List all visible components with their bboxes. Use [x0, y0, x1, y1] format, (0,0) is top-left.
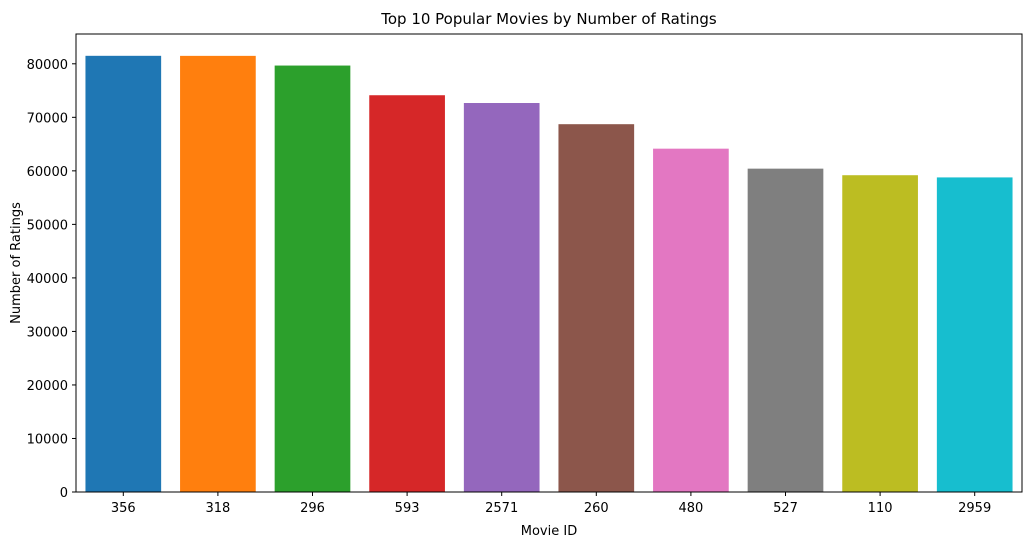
y-tick-label: 20000 — [27, 379, 68, 394]
y-tick-label: 70000 — [27, 111, 68, 126]
bar-318 — [180, 55, 256, 493]
y-tick-label: 80000 — [27, 58, 68, 73]
x-tick-label: 527 — [773, 501, 798, 516]
y-tick-label: 30000 — [27, 325, 68, 340]
y-axis-label: Number of Ratings — [9, 202, 24, 324]
x-tick-label: 318 — [205, 501, 230, 516]
bar-296 — [274, 65, 351, 493]
x-axis-ticks: 356 318 296 593 2571 260 480 527 110 2959 — [111, 492, 991, 516]
y-tick-label: 60000 — [27, 165, 68, 180]
y-axis-ticks: 0 10000 20000 30000 40000 50000 60000 70000 8000… — [27, 58, 76, 501]
bar-593 — [369, 95, 445, 493]
bars-group — [85, 55, 1013, 493]
bar-110 — [842, 175, 918, 492]
bar-2959 — [936, 177, 1013, 492]
x-tick-label: 260 — [584, 501, 609, 516]
bar-480 — [653, 148, 729, 492]
y-tick-label: 40000 — [27, 272, 68, 287]
bar-356 — [85, 55, 162, 492]
bar-260 — [558, 124, 635, 493]
x-tick-label: 110 — [868, 501, 893, 516]
x-tick-label: 2959 — [958, 501, 991, 516]
x-axis-label: Movie ID — [521, 524, 577, 539]
x-tick-label: 356 — [111, 501, 136, 516]
y-tick-label: 10000 — [27, 432, 68, 447]
x-tick-label: 2571 — [485, 501, 518, 516]
bar-527 — [747, 168, 824, 493]
bar-2571 — [463, 103, 540, 492]
chart-title: Top 10 Popular Movies by Number of Ratin… — [380, 10, 717, 28]
plot-frame — [75, 33, 1023, 493]
y-tick-label: 50000 — [27, 218, 68, 233]
x-tick-label: 593 — [395, 501, 420, 516]
x-tick-label: 296 — [300, 501, 325, 516]
y-tick-label: 0 — [60, 486, 68, 501]
x-tick-label: 480 — [678, 501, 703, 516]
